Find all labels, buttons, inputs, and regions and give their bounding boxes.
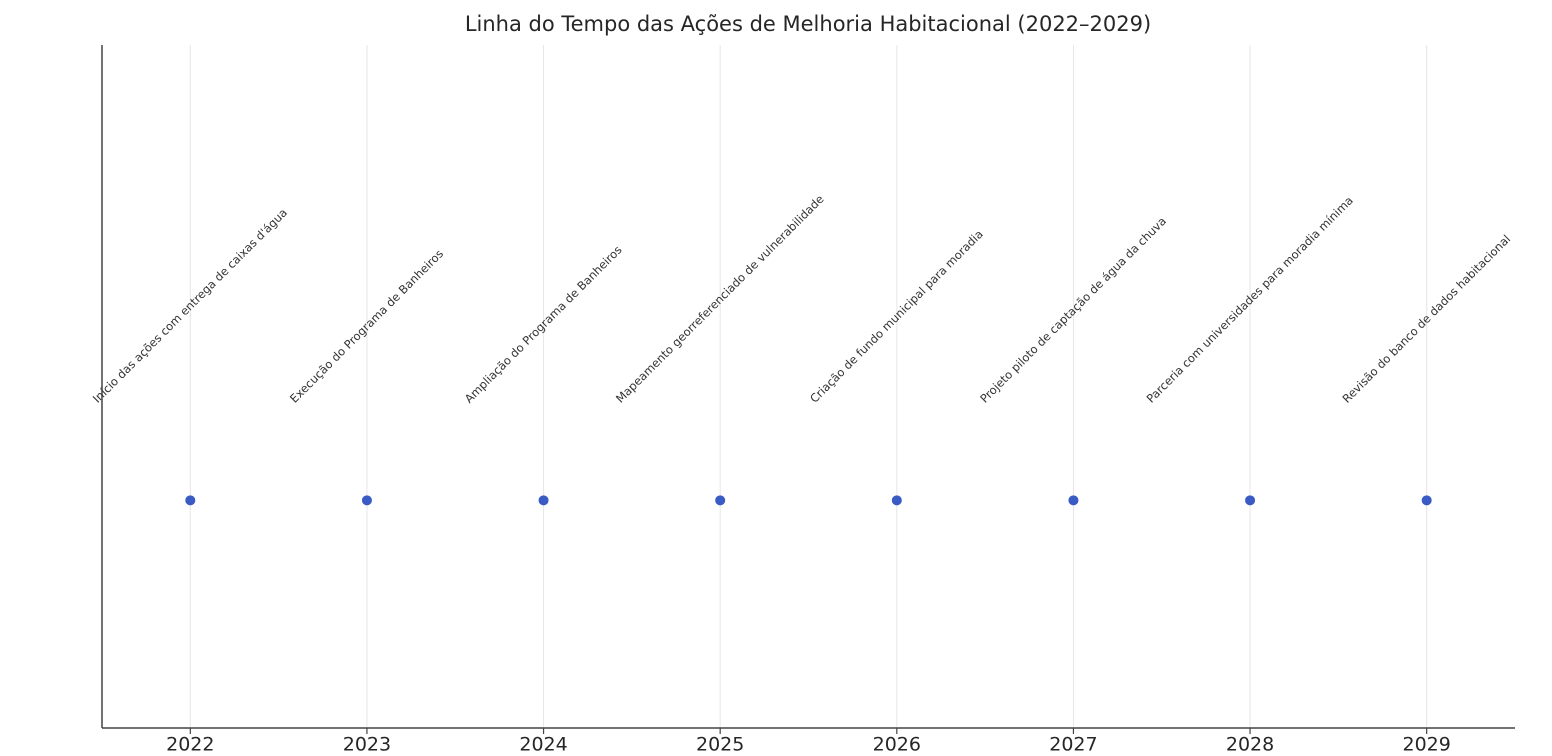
x-tick-label: 2029 xyxy=(1403,734,1451,756)
x-tick-label: 2025 xyxy=(696,734,744,756)
chart-title: Linha do Tempo das Ações de Melhoria Hab… xyxy=(465,12,1151,36)
event-dot xyxy=(1245,495,1256,506)
x-tick-label: 2022 xyxy=(166,734,214,756)
x-tick-label: 2024 xyxy=(519,734,567,756)
event-dot xyxy=(1421,495,1432,506)
x-tick-label: 2028 xyxy=(1226,734,1274,756)
x-tick-label: 2027 xyxy=(1049,734,1097,756)
event-dot xyxy=(185,495,196,506)
event-dot xyxy=(361,495,372,506)
event-dot xyxy=(715,495,726,506)
x-tick-label: 2026 xyxy=(873,734,921,756)
event-dot xyxy=(538,495,549,506)
event-dot xyxy=(1068,495,1079,506)
event-dot xyxy=(891,495,902,506)
x-tick-label: 2023 xyxy=(343,734,391,756)
